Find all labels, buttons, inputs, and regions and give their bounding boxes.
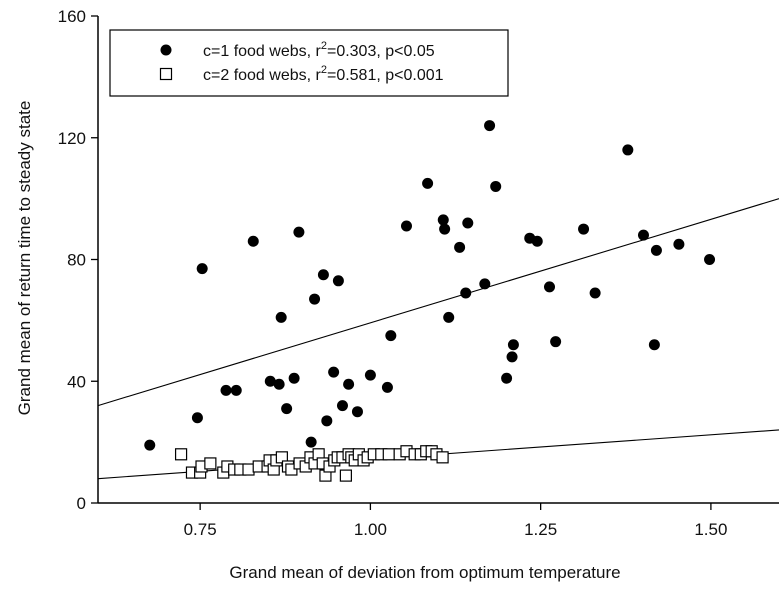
x-axis-title: Grand mean of deviation from optimum tem… [229,563,620,582]
data-point-series-2 [339,469,352,482]
data-point-series-1 [454,241,466,253]
data-point-series-1 [317,269,329,281]
data-point-series-1 [293,226,305,238]
data-point-series-1 [305,436,317,448]
data-point-series-1 [230,384,242,396]
data-point-series-1 [648,339,660,351]
data-point-series-1 [275,311,287,323]
data-point-series-1 [637,229,649,241]
data-points [144,120,716,482]
data-point-series-1 [544,281,556,293]
data-point-series-1 [622,144,634,156]
data-point-series-1 [321,415,333,427]
data-point-series-1 [437,214,449,226]
data-point-series-1 [351,406,363,418]
data-point-series-1 [220,384,232,396]
x-tick-label: 1.25 [524,520,557,539]
data-point-series-1 [443,311,455,323]
data-point-series-1 [385,330,397,342]
legend-marker-series-1 [160,44,172,56]
x-tick-label: 1.00 [354,520,387,539]
data-point-series-1 [422,177,434,189]
data-point-series-1 [479,278,491,290]
legend-label-series-2: c=2 food webs, r2=0.581, p<0.001 [203,64,444,84]
data-point-series-2 [275,451,288,464]
data-point-series-1 [462,217,474,229]
y-tick-label: 0 [77,494,86,513]
data-point-series-1 [343,378,355,390]
data-point-series-1 [364,369,376,381]
data-point-series-1 [144,439,156,451]
data-point-series-1 [460,287,472,299]
data-point-series-1 [439,223,451,235]
data-point-series-1 [578,223,590,235]
y-tick-label: 40 [67,372,86,391]
data-point-series-1 [247,235,259,247]
data-point-series-1 [506,351,518,363]
legend-label-series-1: c=1 food webs, r2=0.303, p<0.05 [203,40,435,60]
data-point-series-1 [273,378,285,390]
data-point-series-2 [174,448,188,461]
data-point-series-1 [507,339,519,351]
data-point-series-1 [191,412,203,424]
y-tick-label: 80 [67,251,86,270]
data-point-series-1 [673,238,685,250]
data-point-series-1 [531,235,543,247]
x-tick-label: 1.50 [694,520,727,539]
data-point-series-2 [436,451,449,464]
legend-box [109,29,509,97]
data-point-series-1 [328,366,340,378]
data-point-series-2 [204,457,217,470]
data-point-series-1 [264,375,276,387]
data-point-series-1 [196,263,208,275]
y-axis-title: Grand mean of return time to steady stat… [15,101,34,416]
data-point-series-1 [309,293,321,305]
legend: c=1 food webs, r2=0.303, p<0.05 c=2 food … [109,29,509,97]
fit-line-series-1 [97,198,779,407]
y-tick-label: 120 [58,129,86,148]
data-point-series-1 [704,254,716,265]
data-point-series-1 [484,120,496,132]
data-point-series-1 [288,372,300,384]
ticks: 0.75 1.00 1.25 1.50 0 40 80 120 160 [58,7,728,539]
data-point-series-1 [550,336,562,348]
data-point-series-1 [490,180,502,192]
data-point-series-1 [650,244,662,256]
data-point-series-1 [501,372,513,384]
data-point-series-1 [400,220,412,232]
data-point-series-1 [281,403,293,415]
data-point-series-1 [381,381,393,393]
data-point-series-2 [382,448,395,461]
x-tick-label: 0.75 [184,520,217,539]
data-point-series-1 [589,287,601,299]
data-point-series-1 [336,400,348,412]
data-point-series-1 [332,275,344,287]
legend-marker-series-2 [159,67,173,81]
y-tick-label: 160 [58,7,86,26]
data-point-series-2 [242,463,255,476]
